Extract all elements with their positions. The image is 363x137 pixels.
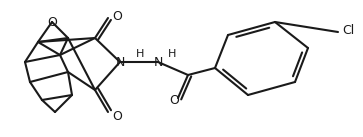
Text: N: N <box>115 55 125 68</box>
Text: H: H <box>136 49 144 59</box>
Text: H: H <box>168 49 176 59</box>
Text: O: O <box>112 109 122 122</box>
Text: O: O <box>169 93 179 106</box>
Text: O: O <box>112 9 122 22</box>
Text: O: O <box>47 15 57 28</box>
Text: N: N <box>153 55 163 68</box>
Text: Cl: Cl <box>342 24 354 36</box>
